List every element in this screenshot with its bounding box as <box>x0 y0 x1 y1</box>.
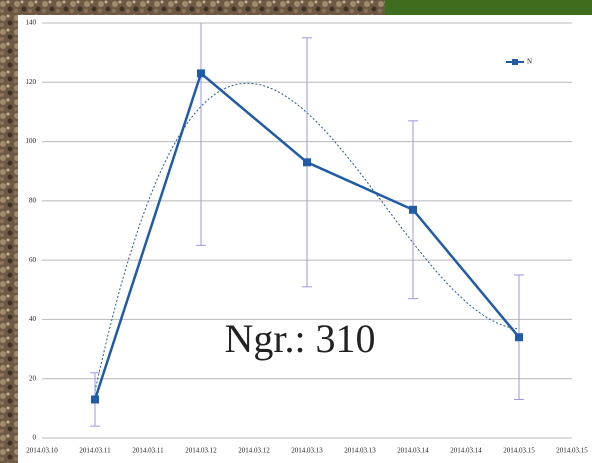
y-tick-label: 120 <box>26 78 37 86</box>
x-tick-label: 2014.03.13 <box>291 447 323 455</box>
x-tick-label: 2014.03.10 <box>26 447 58 455</box>
x-tick-label: 2014.03.13 <box>344 447 376 455</box>
point-marker <box>303 158 311 166</box>
x-tick-label: 2014.03.11 <box>132 447 164 455</box>
legend-label: N <box>527 58 532 66</box>
background-leaf <box>385 0 592 16</box>
x-tick-label: 2014.03.12 <box>238 447 270 455</box>
x-tick-label: 2014.03.11 <box>79 447 111 455</box>
x-tick-label: 2014.03.15 <box>556 447 588 455</box>
point-marker <box>197 69 205 77</box>
x-tick-label: 2014.03.15 <box>503 447 535 455</box>
y-tick-label: 0 <box>33 434 37 442</box>
legend-marker <box>512 59 518 65</box>
x-tick-label: 2014.03.14 <box>397 447 429 455</box>
y-tick-label: 40 <box>29 315 37 323</box>
point-marker <box>409 206 417 214</box>
y-tick-label: 60 <box>29 256 37 264</box>
y-tick-label: 140 <box>26 19 37 27</box>
y-tick-label: 100 <box>26 137 37 145</box>
x-tick-label: 2014.03.12 <box>185 447 217 455</box>
point-marker <box>91 395 99 403</box>
x-tick-label: 2014.03.14 <box>450 447 482 455</box>
y-tick-label: 80 <box>29 196 37 204</box>
chart: 0 20 40 60 80 100 120 140 2014.03.10 2014.03.11 20… <box>0 0 592 463</box>
point-marker <box>515 333 523 341</box>
y-tick-label: 20 <box>29 374 37 382</box>
annotation: Ngr.: 310 <box>224 316 375 361</box>
